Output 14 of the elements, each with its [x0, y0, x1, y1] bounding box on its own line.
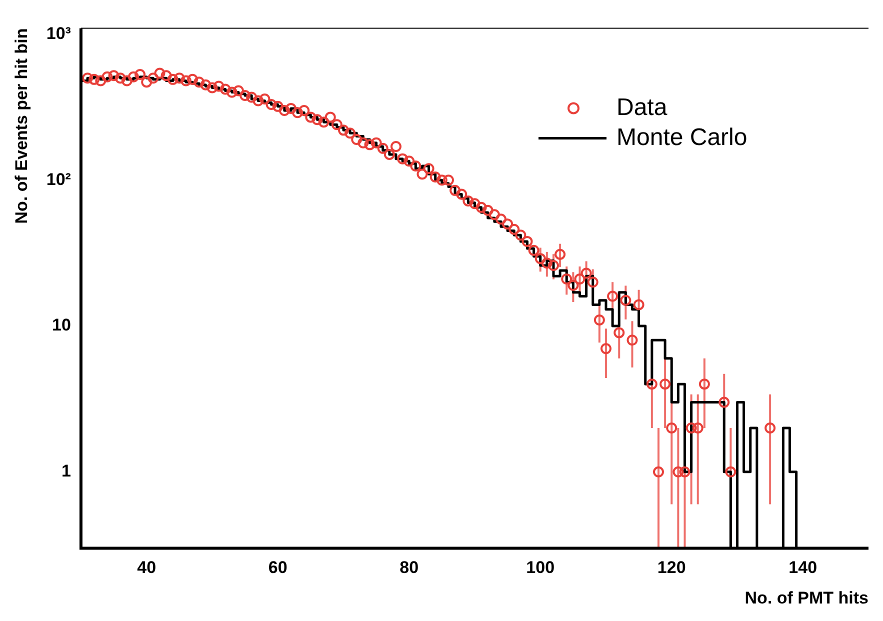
legend-label: Data — [616, 94, 668, 121]
y-tick-label: 10² — [46, 170, 72, 189]
x-tick-label: 100 — [526, 558, 555, 578]
x-tick-label: 60 — [268, 558, 288, 578]
x-tick-label: 40 — [137, 558, 156, 578]
x-tick-label: 140 — [788, 558, 818, 578]
y-tick-label: 10³ — [46, 24, 72, 43]
y-axis-title: No. of Events per hit bin — [12, 28, 31, 224]
legend-label: Monte Carlo — [616, 124, 748, 151]
x-tick-label: 80 — [400, 558, 419, 578]
x-tick-label: 120 — [657, 558, 686, 578]
y-tick-label: 1 — [62, 462, 71, 481]
y-tick-label: 10 — [52, 316, 71, 335]
x-axis-title: No. of PMT hits — [744, 588, 868, 608]
